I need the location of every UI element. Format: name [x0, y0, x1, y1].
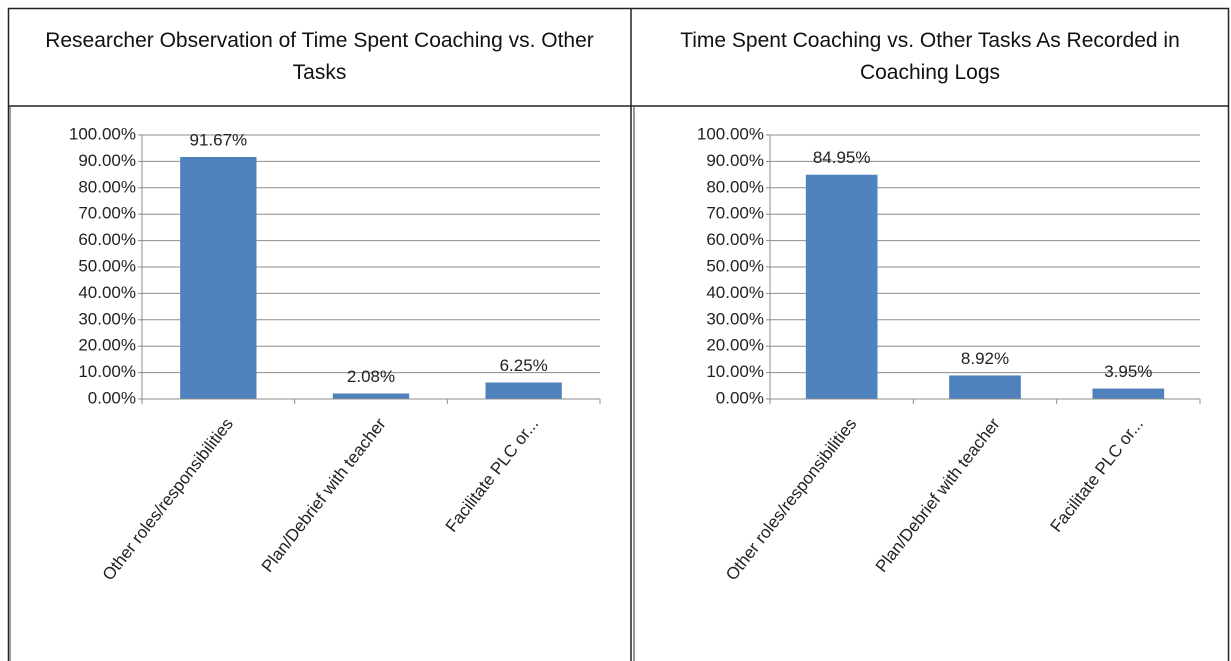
y-tick-label: 100.00% — [697, 124, 764, 143]
y-tick-label: 50.00% — [78, 256, 136, 275]
y-tick-label: 30.00% — [78, 309, 136, 328]
y-tick-label: 70.00% — [78, 204, 136, 223]
y-tick-label: 30.00% — [706, 309, 764, 328]
y-tick-label: 0.00% — [716, 388, 764, 407]
y-tick-label: 40.00% — [706, 283, 764, 302]
chart-title: Researcher Observation of Time Spent Coa… — [45, 29, 594, 84]
y-tick-label: 80.00% — [78, 177, 136, 196]
y-tick-label: 90.00% — [706, 151, 764, 170]
y-tick-label: 100.00% — [69, 124, 136, 143]
data-label: 84.95% — [813, 148, 871, 167]
y-tick-label: 60.00% — [706, 230, 764, 249]
bar — [1092, 388, 1165, 399]
y-tick-label: 60.00% — [78, 230, 136, 249]
y-tick-label: 50.00% — [706, 256, 764, 275]
bar — [485, 382, 562, 399]
x-tick-label: Plan/Debrief with teacher — [258, 414, 390, 576]
x-tick-label: Plan/Debrief with teacher — [872, 414, 1004, 576]
y-tick-label: 10.00% — [706, 362, 764, 381]
y-tick-label: 0.00% — [88, 388, 136, 407]
y-tick-label: 20.00% — [78, 336, 136, 355]
y-tick-label: 40.00% — [78, 283, 136, 302]
y-tick-label: 10.00% — [78, 362, 136, 381]
bar — [805, 174, 878, 399]
data-label: 8.92% — [961, 349, 1009, 368]
data-label: 6.25% — [500, 356, 548, 375]
y-tick-label: 20.00% — [706, 336, 764, 355]
data-label: 91.67% — [189, 130, 247, 149]
y-tick-label: 70.00% — [706, 204, 764, 223]
chart-title: Time Spent Coaching vs. Other Tasks As R… — [680, 29, 1180, 84]
bar — [949, 375, 1021, 399]
x-tick-label: Other roles/responsibilities — [99, 415, 237, 585]
x-tick-label: Facilitate PLC or... — [442, 415, 542, 536]
y-tick-label: 90.00% — [78, 151, 136, 170]
x-tick-label: Facilitate PLC or... — [1047, 415, 1147, 536]
data-label: 2.08% — [347, 367, 395, 386]
data-label: 3.95% — [1104, 362, 1152, 381]
bar — [332, 393, 410, 399]
y-tick-label: 80.00% — [706, 177, 764, 196]
bar — [180, 156, 257, 399]
x-tick-label: Other roles/responsibilities — [722, 415, 860, 585]
table-border — [7, 7, 1230, 661]
